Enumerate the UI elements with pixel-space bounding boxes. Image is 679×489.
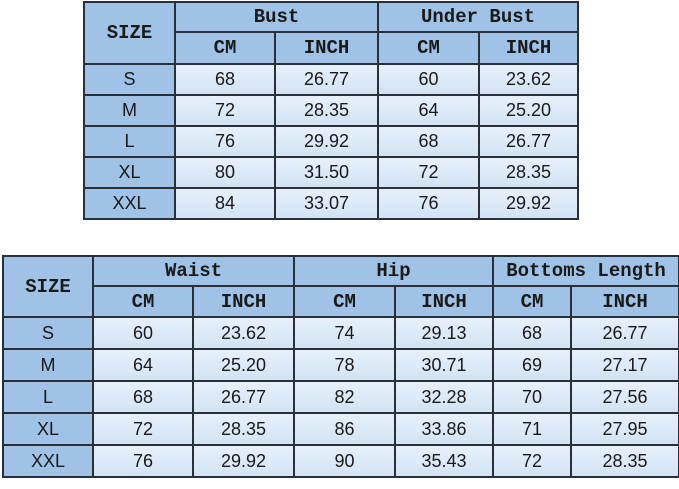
value-cell: 26.77 <box>570 316 679 350</box>
size-cell: XL <box>2 412 94 446</box>
table-row: M 72 28.35 64 25.20 <box>83 94 580 127</box>
value-cell: 23.62 <box>478 63 580 96</box>
value-cell: 33.86 <box>394 412 495 446</box>
value-cell: 90 <box>293 444 397 478</box>
value-cell: 30.71 <box>394 348 495 382</box>
header-row: SIZE Bust Under Bust <box>83 1 580 65</box>
value-cell: 72 <box>92 412 194 446</box>
size-cell: S <box>83 63 176 96</box>
value-cell: 33.07 <box>273 187 380 220</box>
size-cell: XXL <box>83 187 176 220</box>
value-cell: 28.35 <box>478 156 580 189</box>
table-row: L 68 26.77 82 32.28 70 27.56 <box>2 380 679 414</box>
value-cell: 68 <box>377 125 481 158</box>
value-cell: 76 <box>174 125 276 158</box>
value-cell: 78 <box>293 348 397 382</box>
value-cell: 25.20 <box>478 94 580 127</box>
group-header: Hip <box>293 255 495 287</box>
size-cell: M <box>2 348 94 382</box>
table-row: S 60 23.62 74 29.13 68 26.77 <box>2 316 679 350</box>
value-cell: 60 <box>92 316 194 350</box>
value-cell: 72 <box>492 444 573 478</box>
unit-header: CM <box>92 285 194 318</box>
value-cell: 60 <box>377 63 481 96</box>
unit-header: INCH <box>191 285 296 318</box>
value-cell: 27.56 <box>570 380 679 414</box>
unit-header: CM <box>492 285 573 318</box>
unit-row: CM INCH CM INCH <box>84 31 580 65</box>
unit-header: CM <box>174 31 276 65</box>
value-cell: 82 <box>293 380 397 414</box>
value-cell: 26.77 <box>478 125 580 158</box>
value-cell: 28.35 <box>273 94 380 127</box>
size-cell: M <box>83 94 176 127</box>
value-cell: 29.92 <box>478 187 580 220</box>
group-header: Under Bust <box>377 1 580 33</box>
value-cell: 27.95 <box>570 412 679 446</box>
value-cell: 27.17 <box>570 348 679 382</box>
value-cell: 72 <box>377 156 481 189</box>
group-header: Bust <box>173 1 380 33</box>
table-row: XL 72 28.35 86 33.86 71 27.95 <box>2 412 679 446</box>
table-row: XXL 76 29.92 90 35.43 72 28.35 <box>2 444 679 478</box>
size-chart-bust-underbust: SIZE Bust Under Bust CM INCH CM INCH S 68 26.77 60… <box>83 1 580 220</box>
table-row: M 64 25.20 78 30.71 69 27.17 <box>2 348 679 382</box>
value-cell: 74 <box>293 316 397 350</box>
unit-row: CM INCH CM INCH CM INCH <box>3 285 679 318</box>
unit-header: INCH <box>570 285 679 318</box>
value-cell: 68 <box>92 380 194 414</box>
value-cell: 86 <box>293 412 397 446</box>
table-row: XL 80 31.50 72 28.35 <box>83 156 580 189</box>
value-cell: 71 <box>492 412 573 446</box>
value-cell: 69 <box>492 348 573 382</box>
size-header: SIZE <box>2 255 94 318</box>
size-cell: XL <box>83 156 176 189</box>
value-cell: 68 <box>174 63 276 96</box>
value-cell: 29.92 <box>273 125 380 158</box>
value-cell: 80 <box>174 156 276 189</box>
value-cell: 76 <box>92 444 194 478</box>
value-cell: 70 <box>492 380 573 414</box>
size-cell: XXL <box>2 444 94 478</box>
value-cell: 35.43 <box>394 444 495 478</box>
value-cell: 29.92 <box>191 444 296 478</box>
table-row: S 68 26.77 60 23.62 <box>83 63 580 96</box>
value-cell: 64 <box>92 348 194 382</box>
unit-header: CM <box>377 31 481 65</box>
table-row: XXL 84 33.07 76 29.92 <box>83 187 580 220</box>
unit-header: INCH <box>273 31 380 65</box>
value-cell: 25.20 <box>191 348 296 382</box>
header-row: SIZE Waist Hip Bottoms Length <box>2 255 679 318</box>
value-cell: 64 <box>377 94 481 127</box>
size-header: SIZE <box>83 1 176 65</box>
value-cell: 31.50 <box>273 156 380 189</box>
size-cell: S <box>2 316 94 350</box>
value-cell: 23.62 <box>191 316 296 350</box>
value-cell: 28.35 <box>570 444 679 478</box>
value-cell: 28.35 <box>191 412 296 446</box>
value-cell: 26.77 <box>273 63 380 96</box>
value-cell: 76 <box>377 187 481 220</box>
value-cell: 26.77 <box>191 380 296 414</box>
table-row: L 76 29.92 68 26.77 <box>83 125 580 158</box>
unit-header: CM <box>293 285 397 318</box>
size-cell: L <box>83 125 176 158</box>
value-cell: 84 <box>174 187 276 220</box>
size-chart-waist-hip-length: SIZE Waist Hip Bottoms Length CM INCH CM INCH CM… <box>2 255 679 478</box>
size-cell: L <box>2 380 94 414</box>
unit-header: INCH <box>478 31 580 65</box>
unit-header: INCH <box>394 285 495 318</box>
value-cell: 72 <box>174 94 276 127</box>
value-cell: 32.28 <box>394 380 495 414</box>
group-header: Bottoms Length <box>492 255 679 287</box>
value-cell: 29.13 <box>394 316 495 350</box>
value-cell: 68 <box>492 316 573 350</box>
group-header: Waist <box>91 255 296 287</box>
